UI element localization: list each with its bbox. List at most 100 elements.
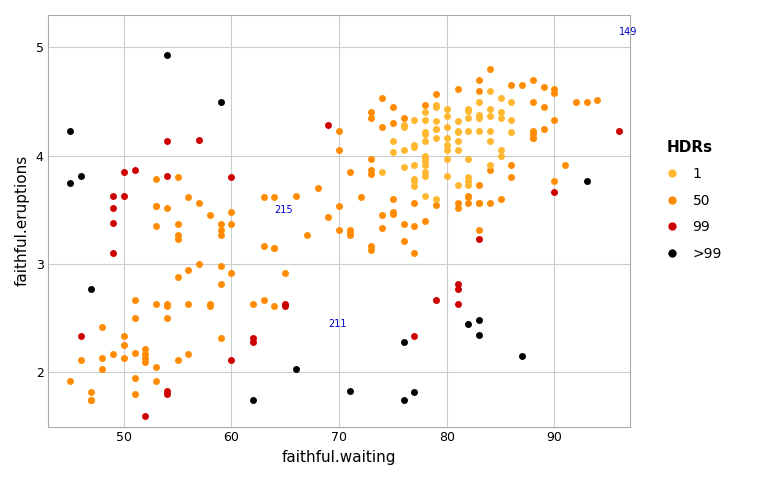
Point (452, 146, 464, 154)
Point (527, 98, 539, 106)
Point (161, 204, 173, 212)
Point (419, 101, 432, 109)
Point (139, 354, 151, 362)
Point (85, 388, 98, 396)
Point (452, 138, 464, 145)
Point (409, 222, 421, 230)
Point (419, 129, 432, 136)
Point (441, 105, 453, 113)
Point (398, 396, 410, 403)
Point (171, 231, 184, 239)
Point (247, 300, 259, 308)
Point (559, 161, 571, 168)
Point (409, 176, 421, 183)
Point (171, 235, 184, 243)
Point (505, 129, 518, 136)
Point (473, 181, 485, 189)
Point (419, 217, 432, 225)
Point (398, 220, 410, 228)
Point (430, 201, 442, 208)
Text: 215: 215 (274, 205, 293, 216)
Point (64, 179, 76, 187)
Point (85, 396, 98, 403)
Point (193, 199, 205, 206)
Point (495, 152, 507, 160)
Point (527, 130, 539, 138)
Point (419, 192, 432, 199)
Point (473, 199, 485, 206)
Point (300, 231, 313, 239)
Point (452, 129, 464, 136)
Point (462, 193, 475, 201)
Point (279, 302, 291, 310)
Point (64, 127, 76, 134)
Point (366, 246, 378, 253)
Point (161, 302, 173, 310)
Point (161, 387, 173, 395)
Point (538, 125, 550, 132)
Point (387, 195, 399, 203)
Point (548, 177, 561, 185)
Point (409, 177, 421, 185)
Point (64, 378, 76, 385)
Point (505, 174, 518, 181)
Point (419, 108, 432, 116)
Point (613, 127, 625, 134)
Point (387, 210, 399, 217)
Point (225, 356, 237, 363)
Point (139, 345, 151, 353)
Point (430, 118, 442, 125)
Point (161, 300, 173, 308)
Point (204, 302, 216, 310)
Point (182, 193, 194, 201)
Point (495, 146, 507, 154)
Point (430, 195, 442, 203)
Point (333, 226, 346, 234)
Point (247, 338, 259, 346)
Point (462, 199, 475, 206)
Point (462, 127, 475, 134)
Point (409, 141, 421, 149)
Point (484, 87, 496, 95)
Point (452, 204, 464, 212)
Point (462, 107, 475, 114)
Point (419, 172, 432, 180)
Point (128, 349, 141, 357)
Point (473, 127, 485, 134)
Point (257, 242, 270, 250)
Point (484, 167, 496, 174)
Point (462, 177, 475, 185)
Point (441, 156, 453, 163)
Point (430, 91, 442, 98)
Point (344, 168, 356, 176)
Point (591, 96, 604, 104)
X-axis label: faithful.waiting: faithful.waiting (282, 450, 396, 465)
Y-axis label: faithful.eruptions: faithful.eruptions (15, 155, 30, 287)
Point (247, 334, 259, 342)
Point (214, 280, 227, 288)
Text: 211: 211 (329, 319, 347, 329)
Point (171, 220, 184, 228)
Point (257, 296, 270, 304)
Point (225, 208, 237, 216)
Point (398, 163, 410, 170)
Point (441, 146, 453, 154)
Point (538, 84, 550, 91)
Point (419, 152, 432, 160)
Point (398, 121, 410, 129)
Point (387, 120, 399, 127)
Point (161, 390, 173, 398)
Point (419, 130, 432, 138)
Point (171, 356, 184, 363)
Point (495, 108, 507, 116)
Point (257, 193, 270, 201)
Point (161, 172, 173, 180)
Point (150, 300, 162, 308)
Point (182, 350, 194, 358)
Point (430, 296, 442, 304)
Point (473, 87, 485, 95)
Point (538, 103, 550, 111)
Point (462, 174, 475, 181)
Point (161, 314, 173, 322)
Point (409, 116, 421, 123)
